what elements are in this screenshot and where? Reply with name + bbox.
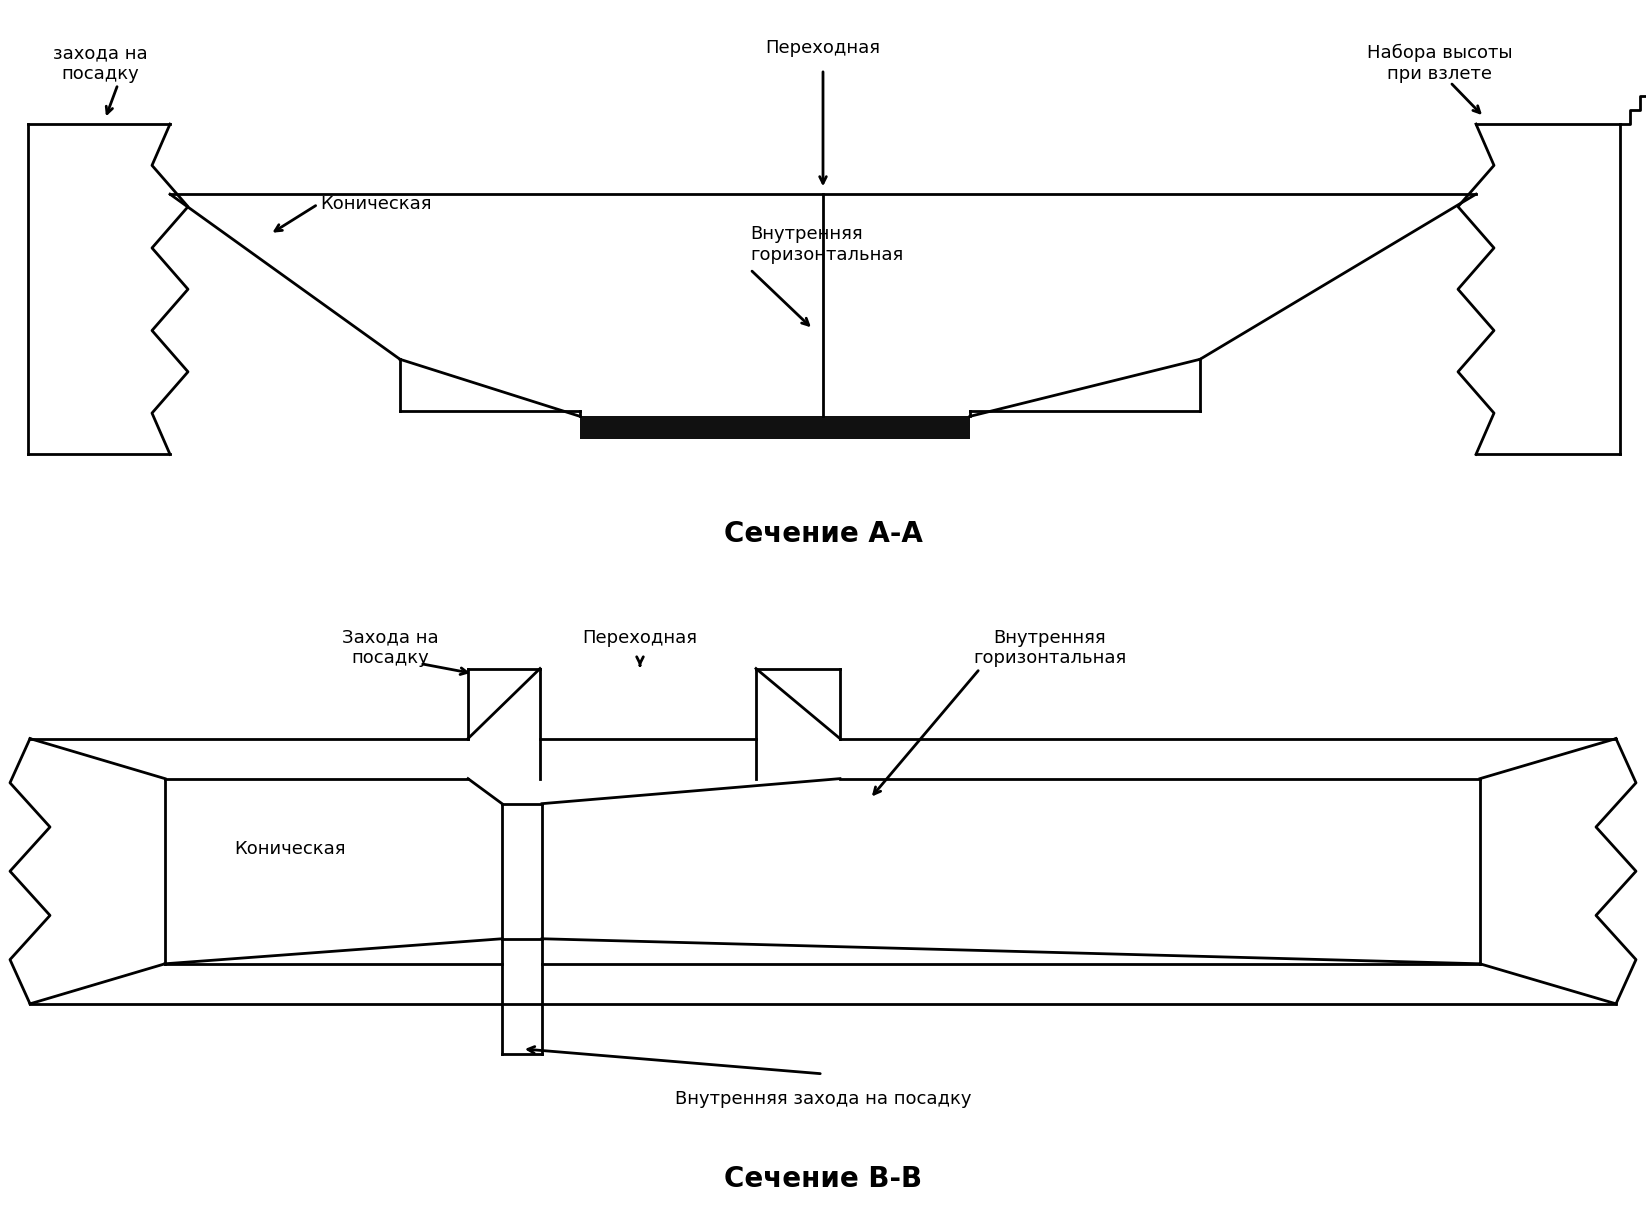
Text: Коническая: Коническая (319, 195, 431, 213)
Text: Переходная: Переходная (583, 628, 698, 646)
Text: Набора высоты
при взлете: Набора высоты при взлете (1368, 44, 1513, 84)
Text: Захода на
посадку: Захода на посадку (342, 628, 438, 667)
Text: Переходная: Переходная (765, 39, 881, 57)
Text: захода на
посадку: захода на посадку (53, 44, 146, 82)
Text: Сечение В-В: Сечение В-В (724, 1165, 922, 1193)
Text: Сечение А-А: Сечение А-А (724, 520, 922, 548)
Text: Коническая: Коническая (234, 839, 346, 858)
Text: Внутренняя
горизонтальная: Внутренняя горизонтальная (973, 628, 1126, 667)
Text: Внутренняя захода на посадку: Внутренняя захода на посадку (675, 1090, 971, 1107)
Bar (579, 417, 969, 439)
Text: Внутренняя
горизонтальная: Внутренняя горизонтальная (751, 225, 904, 263)
